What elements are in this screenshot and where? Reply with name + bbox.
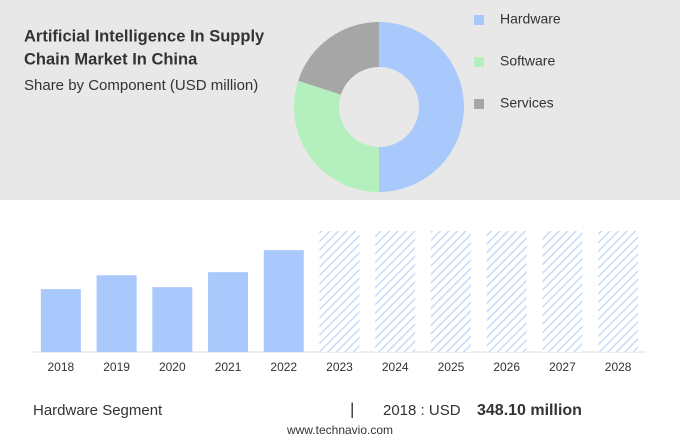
forecast-placeholder [430,231,471,352]
source: www.technavio.com [286,423,393,437]
bar [152,287,193,352]
chart-title: Artificial Intelligence In Supply [24,27,265,45]
x-tick-label: 2021 [215,360,242,374]
donut-slice [298,22,379,95]
forecast-placeholder [542,231,583,352]
x-tick-label: 2018 [48,360,75,374]
x-tick-label: 2023 [326,360,353,374]
x-tick-label: 2024 [382,360,409,374]
x-tick-label: 2019 [103,360,130,374]
bar [96,275,137,352]
legend-label: Hardware [500,11,561,27]
value-label: 348.10 million [477,402,582,419]
x-tick-label: 2026 [493,360,520,374]
segment-label: Hardware Segment [33,402,163,419]
legend-swatch [474,99,484,109]
legend-label: Services [500,95,554,111]
forecast-placeholder [375,231,416,352]
legend: Hardware Software Services [474,11,561,111]
x-tick-label: 2027 [549,360,576,374]
bar [263,250,304,352]
chart-title: Chain Market In China [24,50,198,68]
chart-subtitle: Share by Component (USD million) [24,77,258,94]
legend-swatch [474,15,484,25]
x-tick-label: 2022 [270,360,297,374]
legend-swatch [474,57,484,67]
bar-chart: 2018 2019 2020 2021 2022 2023 2024 2025 2026 2027… [33,231,646,374]
donut-slice [294,80,379,192]
forecast-placeholder [598,231,639,352]
x-tick-label: 2020 [159,360,186,374]
year-label: 2018 : USD [383,402,461,419]
x-tick-label: 2025 [438,360,465,374]
separator: | [350,399,354,418]
forecast-placeholder [319,231,360,352]
donut-chart [294,22,464,192]
x-tick-label: 2028 [605,360,632,374]
donut-slice [379,22,464,192]
forecast-placeholder [486,231,527,352]
bar [208,272,249,352]
bar [40,289,81,352]
legend-label: Software [500,53,555,69]
